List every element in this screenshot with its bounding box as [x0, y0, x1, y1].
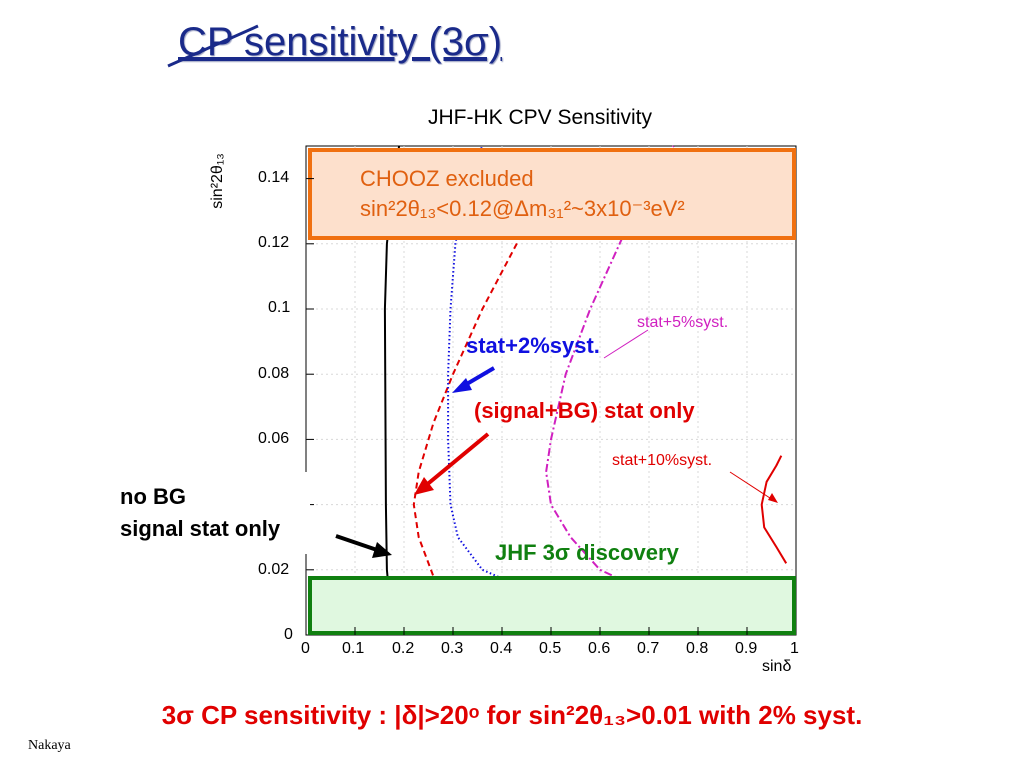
x-tick-label: 0.4 — [490, 640, 513, 657]
series-line — [760, 455, 788, 564]
chooz-box — [308, 148, 796, 240]
signal-bg-label: (signal+BG) stat only — [474, 398, 695, 423]
x-tick-label: 0.5 — [539, 640, 562, 657]
x-tick-label: 0.3 — [441, 640, 464, 657]
label-mask — [250, 472, 310, 554]
x-tick-label: 0.9 — [735, 640, 758, 657]
pointer-syst5 — [603, 329, 649, 359]
slide-title: CP sensitivity (3σ) — [178, 20, 503, 64]
discovery-box — [308, 576, 796, 635]
pointer-syst10 — [729, 471, 774, 501]
syst5-label: stat+5%syst. — [637, 314, 729, 331]
no-bg-label: no BG — [120, 484, 186, 509]
arrow-signal-bg — [422, 432, 490, 489]
plot-title: JHF-HK CPV Sensitivity — [427, 106, 653, 129]
y-tick-label: 0 — [284, 626, 293, 643]
x-tick-label: 0 — [301, 640, 310, 657]
x-tick-label: 0.6 — [588, 640, 611, 657]
syst2-label: stat+2%syst. — [466, 333, 600, 358]
chooz-label: CHOOZ excluded — [360, 166, 534, 191]
arrow-no-bg — [335, 534, 381, 553]
y-tick-label: 0.1 — [268, 299, 291, 316]
chooz-condition: sin²2θ₁₃<0.12@Δm₃₁²~3x10⁻³eV² — [360, 196, 685, 221]
x-tick-label: 0.2 — [392, 640, 415, 657]
y-axis-label: sin²2θ₁₃ — [208, 153, 226, 209]
annotation-arrows — [335, 329, 778, 558]
arrow-signal-bg-head — [414, 477, 434, 495]
y-tick-label: 0.08 — [258, 365, 290, 382]
title-strike-mark — [167, 24, 259, 68]
y-tick-label: 0.06 — [258, 430, 290, 447]
syst10-label: stat+10%syst. — [612, 452, 713, 469]
x-tick-label: 0.7 — [637, 640, 660, 657]
no-bg-sublabel: signal stat only — [120, 516, 281, 541]
x-tick-label: 1 — [790, 640, 799, 657]
x-tick-label: 0.1 — [342, 640, 365, 657]
y-tick-label: 0.02 — [258, 561, 290, 578]
arrow-no-bg-head — [372, 542, 392, 558]
summary-text: 3σ CP sensitivity : |δ|>20ᵒ for sin²2θ₁₃… — [161, 700, 863, 730]
y-tick-label: 0.14 — [258, 169, 290, 186]
discovery-label: JHF 3σ discovery — [495, 540, 679, 565]
author-name: Nakaya — [28, 738, 71, 753]
x-axis-label: sinδ — [762, 658, 792, 675]
pointer-syst10-head — [768, 493, 778, 503]
y-tick-label: 0.12 — [258, 234, 290, 251]
x-tick-label: 0.8 — [686, 640, 709, 657]
series-line — [447, 145, 782, 623]
arrow-syst2-head — [452, 378, 472, 393]
